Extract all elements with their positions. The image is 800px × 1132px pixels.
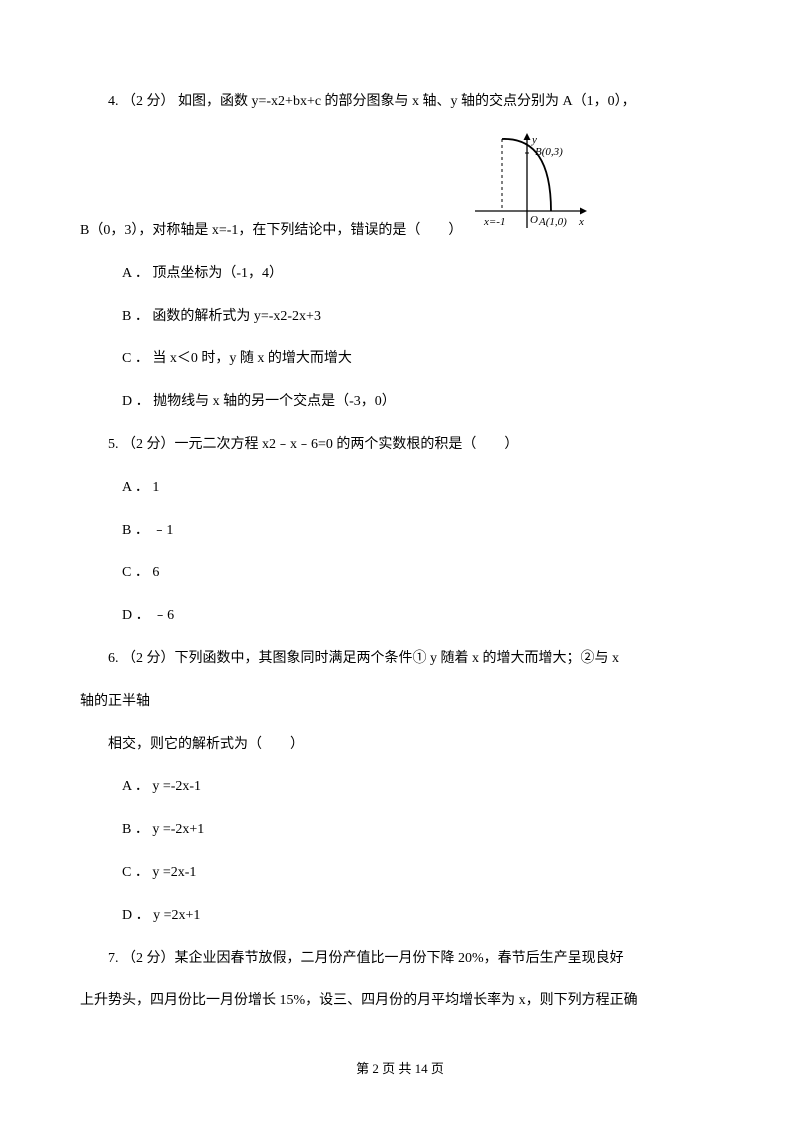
q4-option-a: A ． 顶点坐标为（-1，4）	[80, 262, 720, 286]
svg-text:y: y	[531, 134, 537, 146]
q4-stem-line1: 4. （2 分） 如图，函数 y=-x2+bx+c 的部分图象与 x 轴、y 轴…	[80, 90, 720, 114]
q5-option-c: C ． 6	[80, 561, 720, 585]
q4-stem-line2-wrap: B（0，3），对称轴是 x=-1，在下列结论中，错误的是（ ） y x B(0,3)…	[80, 133, 720, 243]
page-container: 4. （2 分） 如图，函数 y=-x2+bx+c 的部分图象与 x 轴、y 轴…	[0, 0, 800, 1132]
page-footer: 第 2 页 共 14 页	[0, 1058, 800, 1077]
q6-stem-l1: 6. （2 分）下列函数中，其图象同时满足两个条件① y 随着 x 的增大而增大…	[80, 647, 720, 671]
parabola-graph-svg: y x B(0,3) A(1,0)Ox=-1	[467, 133, 587, 238]
q6-stem-l3: 相交，则它的解析式为（ ）	[80, 733, 720, 757]
q4-option-c: C ． 当 x＜0 时，y 随 x 的增大而增大	[80, 347, 720, 371]
q6-option-d: D ． y =2x+1	[80, 904, 720, 928]
q5-option-d: D ． ﹣6	[80, 604, 720, 628]
q4-option-d: D ． 抛物线与 x 轴的另一个交点是（-3，0）	[80, 390, 720, 414]
q4-graph: y x B(0,3) A(1,0)Ox=-1	[467, 133, 587, 243]
svg-text:x: x	[578, 216, 584, 228]
q4-stem-line2: B（0，3），对称轴是 x=-1，在下列结论中，错误的是（ ）	[80, 219, 462, 243]
svg-text:x=-1: x=-1	[483, 216, 505, 228]
q7-stem-l2: 上升势头，四月份比一月份增长 15%，设三、四月份的月平均增长率为 x，则下列方…	[80, 989, 720, 1013]
q5-stem: 5. （2 分）一元二次方程 x2﹣x﹣6=0 的两个实数根的积是（ ）	[80, 433, 720, 457]
q7-stem-l1: 7. （2 分）某企业因春节放假，二月份产值比一月份下降 20%，春节后生产呈现…	[80, 947, 720, 971]
svg-text:B(0,3): B(0,3)	[535, 146, 563, 158]
svg-text:A(1,0): A(1,0)	[538, 216, 567, 228]
q4-option-b: B ． 函数的解析式为 y=-x2-2x+3	[80, 305, 720, 329]
q6-option-b: B ． y =-2x+1	[80, 818, 720, 842]
q5-option-b: B ． ﹣1	[80, 519, 720, 543]
q6-option-c: C ． y =2x-1	[80, 861, 720, 885]
svg-text:O: O	[530, 214, 538, 226]
q6-stem-l2: 轴的正半轴	[80, 690, 720, 714]
q5-option-a: A ． 1	[80, 476, 720, 500]
q6-option-a: A ． y =-2x-1	[80, 775, 720, 799]
